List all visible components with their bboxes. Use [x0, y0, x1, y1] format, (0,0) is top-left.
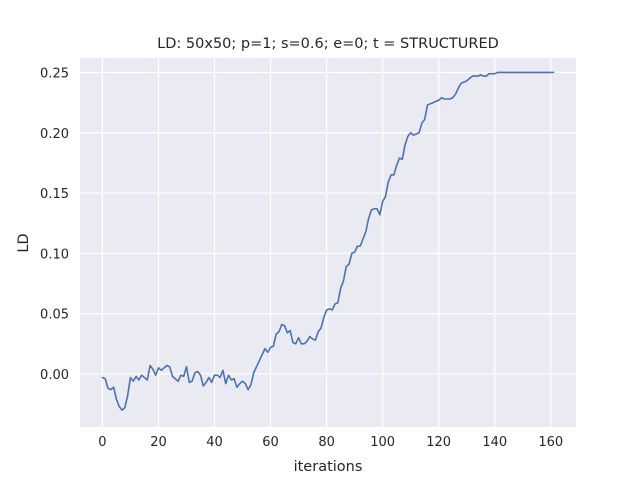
x-tick-label: 140: [482, 435, 507, 450]
x-tick-label: 100: [370, 435, 395, 450]
y-tick-label: 0.05: [40, 308, 69, 323]
series-line: [101, 71, 555, 411]
y-tick-label: 0.15: [40, 187, 69, 202]
x-tick-label: 40: [206, 435, 223, 450]
grid: [80, 58, 576, 427]
x-tick-label: 80: [318, 435, 335, 450]
x-tick-label: 160: [538, 435, 563, 450]
y-tick-label: 0.10: [40, 247, 69, 262]
x-tick-label: 60: [262, 435, 279, 450]
y-tick-label: 0.20: [40, 127, 69, 142]
chart-title: LD: 50x50; p=1; s=0.6; e=0; t = STRUCTUR…: [157, 36, 499, 52]
x-tick-label: 20: [150, 435, 167, 450]
y-axis-label: LD: [16, 233, 32, 252]
tick-labels: 0 20 40 60 80 100 120 140 160 0.00 0.05 0.10 0.15 0.2…: [40, 66, 563, 450]
series-layer: [101, 71, 555, 411]
y-tick-label: 0.00: [40, 368, 69, 383]
x-tick-label: 0: [98, 435, 106, 450]
x-axis-label: iterations: [294, 459, 363, 475]
x-tick-label: 120: [426, 435, 451, 450]
plot-area: [80, 58, 576, 427]
y-tick-label: 0.25: [40, 66, 69, 81]
